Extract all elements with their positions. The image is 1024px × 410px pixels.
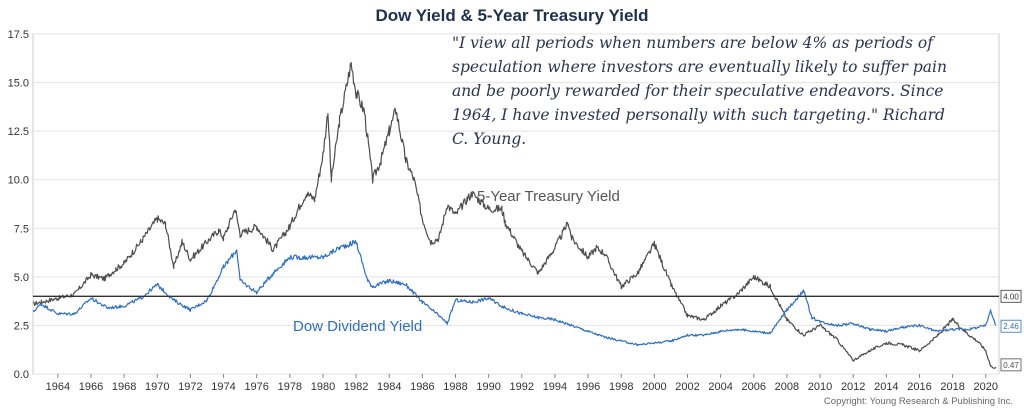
x-tick-label: 1992	[510, 381, 534, 393]
x-tick-label: 1964	[46, 381, 70, 393]
x-tick-label: 1990	[476, 381, 500, 393]
y-tick-label: 15.0	[8, 78, 29, 90]
x-tick-label: 1970	[145, 381, 169, 393]
x-tick-label: 2008	[775, 381, 799, 393]
treasury-series-label: 5-Year Treasury Yield	[477, 188, 620, 205]
y-tick-label: 0.0	[14, 369, 29, 381]
y-tick-label: 5.0	[14, 272, 29, 284]
series-group	[32, 62, 997, 369]
x-tick-label: 2010	[808, 381, 832, 393]
x-tick-label: 1978	[278, 381, 302, 393]
x-tick-label: 1966	[79, 381, 103, 393]
x-tick-label: 1974	[211, 381, 235, 393]
copyright-text: Copyright: Young Research & Publishing I…	[824, 396, 1013, 407]
x-tick-label: 1986	[410, 381, 434, 393]
y-tick-label: 12.5	[8, 126, 29, 138]
x-tick-label: 1976	[244, 381, 268, 393]
quote-line: C. Young.	[452, 130, 526, 148]
end-value-label-box	[1000, 358, 1022, 372]
x-tick-label: 1994	[543, 381, 567, 393]
x-tick-label: 2004	[708, 381, 732, 393]
end-value-label: 0.47	[1003, 361, 1019, 370]
quote-line: speculation where investors are eventual…	[452, 58, 947, 76]
series-line	[32, 62, 997, 369]
x-tick-label: 1972	[178, 381, 202, 393]
end-value-label: 2.46	[1003, 322, 1019, 331]
reference-line-group: 4.00 2.46 0.47	[33, 289, 1022, 372]
x-tick-label: 1984	[377, 381, 401, 393]
quote-line: and be poorly rewarded for their specula…	[452, 82, 943, 100]
x-tick-label: 2014	[874, 381, 898, 393]
chart-title: Dow Yield & 5-Year Treasury Yield	[375, 6, 648, 25]
x-tick-label: 2002	[675, 381, 699, 393]
reference-value-label: 4.00	[1003, 292, 1019, 301]
x-tick-label: 1988	[443, 381, 467, 393]
y-tick-label: 10.0	[8, 175, 29, 187]
x-tick-label: 1968	[112, 381, 136, 393]
x-tick-label: 2000	[642, 381, 666, 393]
quote-annotation: "I view all periods when numbers are bel…	[452, 34, 947, 148]
quote-line: 1964, I have invested personally with su…	[452, 106, 945, 124]
x-tick-label: 1996	[576, 381, 600, 393]
x-axis: 1964 1966 1968 1970 1972 1974 1976 1978 1980 1982…	[46, 374, 998, 393]
y-tick-label: 17.5	[8, 29, 29, 41]
reference-value-label-box	[1000, 289, 1022, 303]
y-tick-label: 7.5	[14, 223, 29, 235]
x-tick-label: 2012	[841, 381, 865, 393]
x-tick-label: 1980	[311, 381, 335, 393]
x-tick-label: 2018	[940, 381, 964, 393]
x-tick-label: 2016	[907, 381, 931, 393]
y-tick-label: 2.5	[14, 320, 29, 332]
x-tick-label: 2020	[974, 381, 998, 393]
quote-line: "I view all periods when numbers are bel…	[452, 34, 936, 52]
y-axis: 0.0 2.5 5.0 7.5 10.0 12.5 15.0 17.5	[8, 29, 29, 381]
x-tick-label: 1998	[609, 381, 633, 393]
x-tick-label: 1982	[344, 381, 368, 393]
series-line	[32, 239, 997, 347]
x-tick-label: 2006	[742, 381, 766, 393]
dow-series-label: Dow Dividend Yield	[293, 318, 422, 335]
end-value-label-box	[1000, 319, 1022, 333]
